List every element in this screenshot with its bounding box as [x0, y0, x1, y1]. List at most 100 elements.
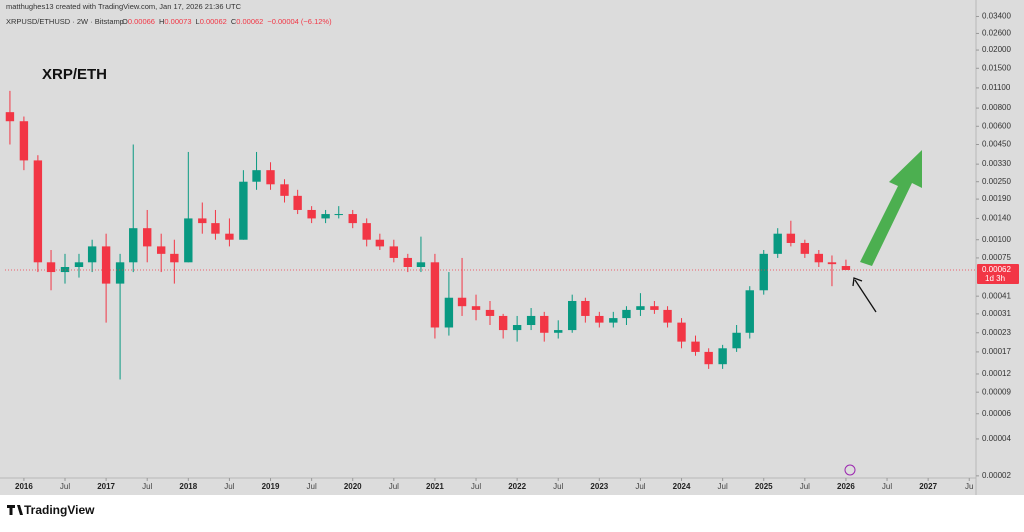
- y-tick-label: 0.02600: [982, 29, 1011, 38]
- candle-body: [581, 300, 590, 316]
- candle-body: [198, 218, 207, 224]
- candle-body: [211, 223, 220, 234]
- candle-body: [732, 332, 741, 349]
- candle-body: [677, 322, 686, 342]
- y-tick-label: 0.00250: [982, 177, 1011, 186]
- ohlc-value: 0.00062: [236, 17, 263, 26]
- last-price-box: [977, 263, 1019, 284]
- x-tick-label: Jul: [389, 482, 399, 491]
- y-tick-label: 0.00017: [982, 347, 1011, 356]
- candle-body: [225, 233, 234, 240]
- candle-body: [389, 246, 399, 258]
- candle-body: [5, 112, 15, 122]
- candle-body: [444, 297, 454, 328]
- ohlc-legend: O0.00066 H0.00073 L0.00062 C0.00062 −0.00004…: [122, 17, 332, 26]
- y-tick-label: 0.00140: [982, 214, 1011, 223]
- x-tick-label: Jul: [60, 482, 70, 491]
- brand-logo: [7, 505, 23, 515]
- candle-body: [650, 306, 659, 310]
- chart-title: XRP/ETH: [42, 66, 107, 83]
- brand: TradingView: [24, 503, 95, 517]
- candle-body: [841, 266, 851, 270]
- candle-body: [184, 218, 193, 263]
- y-tick-label: 0.00002: [982, 471, 1011, 480]
- ohlc-key: C: [231, 17, 237, 26]
- y-tick-label: 0.00004: [982, 434, 1011, 443]
- candle-body: [827, 262, 837, 265]
- y-tick-label: 0.00600: [982, 121, 1011, 130]
- countdown-label: 1d 3h: [985, 274, 1005, 283]
- x-tick-label: Jul: [718, 482, 728, 491]
- x-tick-label: Jul: [800, 482, 810, 491]
- x-tick-label: Jul: [635, 482, 645, 491]
- y-tick-label: 0.00190: [982, 194, 1011, 203]
- y-tick-label: 0.02000: [982, 45, 1011, 54]
- candle-body: [101, 246, 111, 284]
- black-arrow-head: [852, 277, 863, 287]
- x-tick-label: 2020: [344, 482, 362, 491]
- x-tick-label: Jul: [224, 482, 234, 491]
- event-icon: [844, 464, 856, 476]
- candle-body: [293, 195, 302, 210]
- candle-body: [786, 233, 796, 243]
- x-tick-label: 2025: [755, 482, 773, 491]
- candle-body: [46, 262, 56, 273]
- candle-body: [663, 309, 672, 323]
- candle-body: [430, 262, 440, 328]
- candle-body: [568, 300, 577, 331]
- last-price-label: 0.00062: [982, 265, 1011, 274]
- candle-body: [375, 239, 385, 247]
- candle-body: [759, 253, 768, 291]
- x-tick-label: 2021: [426, 482, 444, 491]
- candle-body: [512, 325, 522, 331]
- x-tick-label: 2017: [97, 482, 115, 491]
- candle-body: [170, 253, 179, 263]
- candle-body: [156, 246, 166, 254]
- candle-body: [321, 214, 330, 219]
- candle-body: [252, 170, 261, 182]
- ohlc-change: −0.00004 (−6.12%): [267, 17, 332, 26]
- candle-body: [19, 121, 29, 161]
- ohlc-key: H: [159, 17, 164, 26]
- x-tick-label: Jul: [471, 482, 481, 491]
- candle-body: [266, 170, 275, 185]
- candle-body: [33, 160, 43, 263]
- x-tick-label: 2026: [837, 482, 855, 491]
- author-line: matthughes13 created with TradingView.co…: [6, 2, 242, 11]
- green-arrow: [860, 150, 922, 266]
- y-tick-label: 0.00100: [982, 235, 1011, 244]
- ohlc-value: 0.00066: [128, 17, 155, 26]
- x-tick-label: Jul: [553, 482, 563, 491]
- y-tick-label: 0.00075: [982, 253, 1011, 262]
- y-tick-label: 0.03400: [982, 12, 1011, 21]
- candle-body: [239, 181, 248, 240]
- x-tick-label: 2027: [919, 482, 937, 491]
- candle-body: [704, 351, 713, 365]
- candle-body: [60, 266, 70, 273]
- y-tick-label: 0.01100: [982, 83, 1011, 92]
- x-tick-label: 2018: [179, 482, 197, 491]
- x-tick-label: 2023: [590, 482, 608, 491]
- y-tick-label: 0.00006: [982, 409, 1011, 418]
- candle-body: [74, 262, 84, 267]
- candle-body: [403, 257, 412, 267]
- candle-body: [280, 184, 289, 196]
- candle-body: [348, 214, 357, 224]
- ohlc-value: 0.00062: [200, 17, 227, 26]
- x-tick-label: Jul: [307, 482, 317, 491]
- candle-body: [609, 318, 618, 323]
- candle-body: [636, 306, 645, 310]
- x-tick-label: 2024: [673, 482, 691, 491]
- annotation-arrows: [844, 150, 922, 476]
- y-tick-label: 0.00800: [982, 103, 1011, 112]
- y-tick-label: 0.00023: [982, 328, 1011, 337]
- candle-body: [691, 341, 700, 352]
- ohlc-key: L: [196, 17, 200, 26]
- candle-body: [334, 214, 343, 216]
- candle-body: [143, 228, 152, 247]
- x-tick-label: Jul: [882, 482, 892, 491]
- x-tick-label: Ju: [965, 482, 973, 491]
- candle-body: [457, 297, 467, 307]
- background: [0, 0, 1024, 495]
- y-tick-label: 0.00031: [982, 309, 1011, 318]
